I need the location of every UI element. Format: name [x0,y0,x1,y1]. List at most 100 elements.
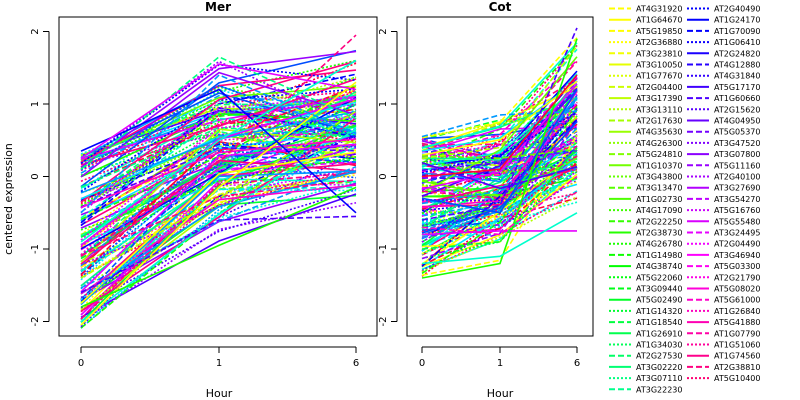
series-line [421,42,578,149]
series-line [80,99,357,208]
legend-label: AT5G19850 [636,27,682,36]
legend-label: AT3G09440 [636,285,682,294]
x-axis-label: Hour [206,387,233,400]
series-line [80,179,357,257]
legend-label: AT1G02730 [636,195,682,204]
series-line [421,154,578,197]
legend-label: AT2G21790 [714,273,760,282]
series-line [80,128,357,263]
series-line [80,84,357,221]
legend-label: AT4G31840 [714,72,760,81]
legend-label: AT4G26780 [636,240,682,249]
series-line [80,101,357,200]
series-line [80,188,357,301]
legend-label: AT5G17170 [714,83,760,92]
x-tick-label: 1 [216,358,222,369]
legend-label: AT3G43800 [636,173,682,182]
legend-label: AT5G41880 [714,318,760,327]
y-tick-label: 0 [378,173,389,179]
series-line [80,34,357,257]
series-line [421,196,578,273]
x-tick-label: 6 [574,358,580,369]
legend-label: AT1G14320 [636,307,682,316]
series-line [80,188,357,309]
x-tick-label: 1 [497,358,503,369]
legend-label: AT1G26910 [636,329,682,338]
y-tick-label: 0 [30,173,41,179]
series-line [80,109,357,329]
legend-label: AT4G26300 [636,139,682,148]
y-axis: -2 -1 0 1 2 [30,28,50,326]
series-line [421,151,578,229]
legend-label: AT2G27530 [636,352,682,361]
legend-label: AT1G26840 [714,307,760,316]
legend-label: AT1G18540 [636,318,682,327]
series-line [421,145,578,227]
series-line [421,120,578,260]
series-line [80,81,357,326]
series-line [421,133,578,243]
series-line [80,63,357,160]
series-line [80,88,357,192]
legend-label: AT5G05370 [714,128,760,137]
series-line [421,130,578,188]
legend-label: AT2G40100 [714,173,760,182]
legend-label: AT1G10370 [636,161,682,170]
series-line [80,193,357,319]
series-line [80,78,357,166]
series-line [80,159,357,265]
series-line [421,113,578,165]
series-line [421,98,578,170]
series-line [421,111,578,174]
legend-label: AT5G61000 [714,296,760,305]
legend-label: AT1G14980 [636,251,682,260]
legend-label: AT1G77670 [636,72,682,81]
series-line [80,50,357,169]
legend-label: AT5G10400 [714,374,760,383]
legend-label: AT4G38740 [636,262,682,271]
series-line [80,138,357,209]
legend-label: AT5G11160 [714,161,760,170]
series-line [80,170,357,295]
series-line [421,155,578,200]
legend-label: AT3G54270 [714,195,760,204]
legend-label: AT1G70090 [714,27,760,36]
legend-label: AT2G40490 [714,5,760,14]
y-tick-label: 2 [30,28,41,34]
panel-mer: Mer -2 -1 0 1 2 0 1 6 Hour [30,0,378,400]
y-tick-label: 1 [378,101,389,107]
x-axis: 0 1 6 [419,346,580,369]
series-line [80,186,357,273]
series-line [421,148,578,160]
series-line [80,143,357,293]
legend-label: AT1G74560 [714,352,760,361]
plot-frame [58,16,378,337]
series-line [80,171,357,320]
legend-label: AT4G17090 [636,206,682,215]
series-line [80,215,357,294]
legend-label: AT2G22250 [636,217,682,226]
series-line [421,162,578,267]
series-line [421,163,578,215]
legend-label: AT3G07800 [714,150,760,159]
legend-label: AT4G04950 [714,117,760,126]
legend-label: AT1G34030 [636,341,682,350]
y-tick-label: 1 [30,101,41,107]
y-axis: -2 -1 0 1 2 [378,28,398,326]
series-line [421,76,578,180]
series-line [421,119,578,267]
legend-label: AT2G04400 [636,83,682,92]
legend-label: AT2G38810 [714,363,760,372]
legend-label: AT2G15620 [714,105,760,114]
series-line [80,180,357,294]
y-tick-label: -1 [30,244,41,254]
series-line [80,107,357,227]
series-line [80,128,357,267]
plot-frame [406,16,594,337]
y-tick-label: -1 [378,244,389,254]
series-line [80,74,357,214]
series-line [80,59,357,243]
series-line [80,117,357,219]
legend-label: AT3G46940 [714,251,760,260]
legend-label: AT5G16760 [714,206,760,215]
